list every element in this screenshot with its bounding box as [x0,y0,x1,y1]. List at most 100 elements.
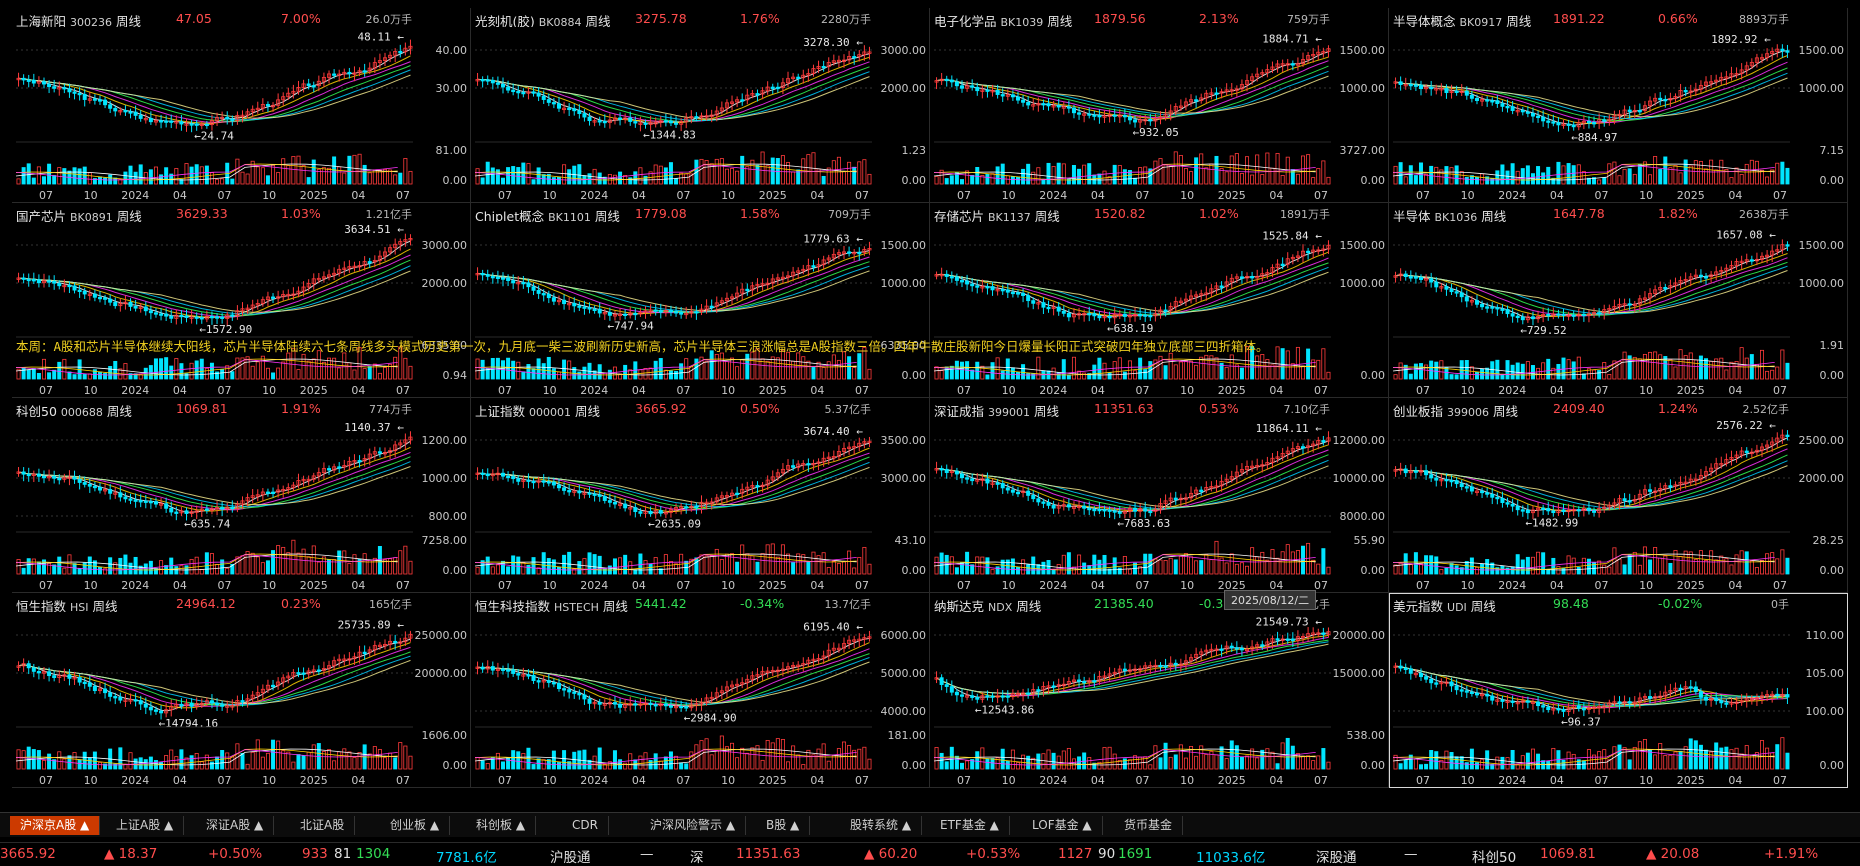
volume-bar [1674,165,1677,184]
volume-bar [1159,356,1162,379]
candle-body [552,298,555,302]
candle-body [53,87,56,89]
x-tick-label: 07 [1314,384,1328,397]
volume-bar [312,359,315,379]
volume-bar [634,172,637,184]
market-tab[interactable]: 创业板 ▲ [380,816,450,835]
candle-body [1638,110,1641,112]
volume-bar [1577,567,1580,574]
volume-bar [1189,361,1192,379]
volume-bar [1450,168,1453,184]
x-tick-label: 07 [957,384,971,397]
candle-body [603,121,606,123]
volume-bar [210,554,213,574]
market-tab[interactable]: 科创板 ▲ [466,816,536,835]
volume-bar [58,362,61,379]
volume-bar [210,762,213,769]
volume-bar [786,762,789,769]
candle-body [960,695,963,697]
x-tick-label: 04 [1550,774,1564,787]
candle-body [573,692,576,694]
high-label: 1525.84 ← [1262,229,1322,242]
market-tab[interactable]: B股 ▲ [756,816,810,835]
candle-body [1496,308,1499,310]
candle-body [144,704,147,707]
volume-bar [786,554,789,574]
candle-body [53,476,56,478]
market-tab[interactable]: CDR [562,816,609,835]
market-tab[interactable]: 沪深京A股 ▲ [10,816,100,835]
volume-bar [368,173,371,184]
candle-body [53,281,56,283]
market-tab[interactable]: 深证A股 ▲ [196,816,274,835]
volume-bar [1291,364,1294,379]
volume-bar [1281,175,1284,184]
volume-bar [1496,757,1499,769]
candle-body [1133,120,1136,122]
last-price: 1779.08 [635,206,687,221]
volume-bar [1572,166,1575,184]
volume-tick-label: 0.00 [1820,564,1845,577]
candle-body [736,493,739,495]
market-tab[interactable]: 上证A股 ▲ [106,816,184,835]
volume-bar [1001,371,1004,379]
ma-line [1396,455,1788,510]
volume-bar [383,758,386,769]
volume-bar [659,761,662,769]
candle-body [231,119,234,121]
candle-body [1067,107,1070,109]
volume-bar [1455,566,1458,574]
security-name: 科创50 [16,404,57,417]
candle-body [1587,121,1590,123]
volume-tick-label: 181.00 [888,729,927,742]
volume-bar [322,362,325,379]
candle-body [1042,104,1045,106]
candle-body [1491,307,1494,309]
market-tab[interactable]: 股转系统 ▲ [840,816,922,835]
volume-bar [1745,164,1748,184]
x-tick-label: 07 [957,189,971,202]
sgt-label[interactable]: 深股通 [1316,846,1357,866]
market-tab[interactable]: ETF基金 ▲ [930,816,1010,835]
market-tab[interactable]: LOF基金 ▲ [1022,816,1103,835]
hgt-label[interactable]: 沪股通 [550,846,591,866]
volume-bar [557,762,560,769]
candle-body [124,497,127,499]
market-tab[interactable]: 货币基金 [1114,816,1183,835]
volume-bar [781,545,784,574]
market-tab[interactable]: 沪深风险警示 ▲ [640,816,746,835]
volume-bar [1648,560,1651,574]
volume-bar [1322,349,1325,379]
period-label: 周线 [93,599,118,612]
candle-body [1465,297,1468,301]
candle-body [1521,317,1524,320]
volume-bar [215,564,218,574]
volume-bar [858,354,861,379]
volume-bar [1730,750,1733,769]
x-tick-label: 10 [543,384,557,397]
candle-body [1430,279,1433,282]
market-tab[interactable]: 北证A股 [290,816,355,835]
volume-bar [1103,363,1106,379]
candle-body [1240,648,1243,650]
volume-bar [63,759,66,769]
volume-bar [1261,552,1264,574]
candle-body [1506,106,1509,108]
candle-body [552,102,555,104]
